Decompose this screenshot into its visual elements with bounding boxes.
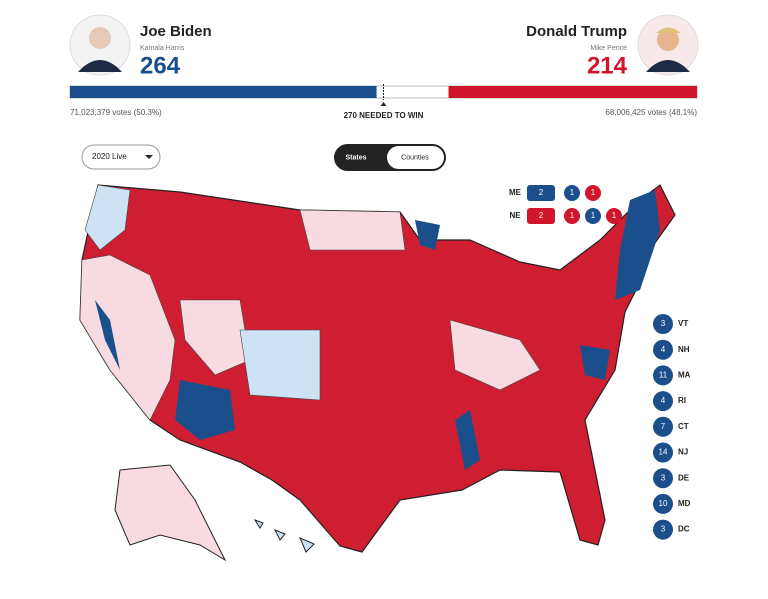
state-dot	[653, 391, 673, 412]
county-region	[79, 254, 176, 421]
candidate-name: Joe Biden	[140, 23, 212, 40]
contiguous-states	[79, 184, 676, 553]
candidate-name: Donald Trump	[526, 23, 627, 40]
running-mate: Kamala Harris	[140, 45, 185, 52]
state-votes: 3	[661, 319, 666, 328]
state-votes: 3	[661, 473, 666, 482]
county-region	[239, 329, 321, 401]
split-votes: 2	[539, 211, 544, 220]
split-state-label: ME	[509, 188, 522, 197]
trump-hair	[656, 27, 681, 33]
county-region	[84, 184, 131, 251]
split-votes: 1	[570, 211, 575, 220]
state-votes: 10	[659, 499, 668, 508]
split-dot	[564, 185, 580, 201]
popular-votes: 68,006,425 votes (48.1%)	[605, 108, 697, 117]
dropdown-arrow	[145, 155, 153, 159]
state-label: NJ	[678, 448, 688, 457]
needed-arrow	[380, 102, 387, 106]
trump-bar	[448, 86, 697, 98]
dropdown-box[interactable]	[81, 144, 161, 170]
state-votes: 4	[661, 396, 666, 405]
trump-face	[657, 29, 679, 51]
electoral-votes: 264	[140, 52, 181, 79]
biden-face	[89, 27, 111, 49]
split-pill	[527, 185, 555, 201]
dropdown-label[interactable]: 2020 Live	[92, 152, 127, 161]
state-votes: 3	[661, 525, 666, 534]
split-state-label: NE	[509, 211, 521, 220]
county-region	[449, 319, 541, 391]
needed-label: 270 NEEDED TO WIN	[344, 111, 424, 120]
small-states: 3 VT 4 NH 11 MA 4 RI 7 CT 14 NJ 3 DE 10 MD 3 DC	[653, 314, 691, 540]
split-dot	[606, 208, 622, 224]
progress-bar	[70, 84, 697, 106]
split-votes: 2	[539, 188, 544, 197]
electoral-votes: 214	[587, 52, 628, 79]
state-label: CT	[678, 422, 689, 431]
state-dot	[653, 339, 673, 360]
county-region	[415, 220, 440, 250]
split-votes: 1	[612, 211, 617, 220]
state-label: MD	[678, 499, 691, 508]
state-dot	[653, 442, 673, 463]
split-dot	[564, 208, 580, 224]
split-votes: 1	[591, 188, 596, 197]
county-region	[455, 410, 480, 470]
state-label: NH	[678, 345, 690, 354]
split-dot	[585, 208, 601, 224]
state-votes: 11	[659, 371, 668, 380]
state-label: DC	[678, 525, 690, 534]
state-dot	[653, 416, 673, 437]
biden-bar	[70, 86, 377, 98]
toggle-pill	[387, 146, 444, 169]
state-dot	[653, 519, 673, 540]
running-mate: Mike Pence	[590, 45, 627, 52]
hawaii	[253, 519, 315, 553]
county-region	[175, 380, 235, 440]
state-votes: 14	[659, 448, 668, 457]
us-map	[79, 184, 676, 562]
state-label: RI	[678, 396, 686, 405]
alaska	[114, 464, 227, 562]
county-region	[179, 299, 251, 376]
split-states: ME 2 1 1 NE 2 1 1 1	[509, 185, 622, 224]
county-region	[580, 345, 610, 380]
state-dot	[653, 468, 673, 489]
state-dot	[653, 365, 673, 386]
popular-votes: 71,023,379 votes (50.3%)	[70, 108, 162, 117]
county-region	[299, 209, 406, 251]
toggle-option[interactable]: Counties	[401, 154, 429, 161]
state-votes: 7	[661, 422, 666, 431]
state-dot	[653, 314, 673, 334]
split-votes: 1	[591, 211, 596, 220]
county-region	[95, 300, 120, 370]
state-votes: 4	[661, 345, 666, 354]
split-dot	[585, 185, 601, 201]
state-label: DE	[678, 473, 690, 482]
state-dot	[653, 493, 673, 514]
trump-suit	[646, 60, 690, 72]
toggle-option[interactable]: States	[345, 154, 366, 161]
year-dropdown[interactable]: 2020 Live	[81, 144, 161, 170]
split-votes: 1	[570, 188, 575, 197]
state-label: VT	[678, 319, 688, 328]
county-region	[615, 190, 660, 300]
state-label: MA	[678, 371, 691, 380]
split-pill	[527, 208, 555, 224]
biden-suit	[78, 60, 122, 72]
